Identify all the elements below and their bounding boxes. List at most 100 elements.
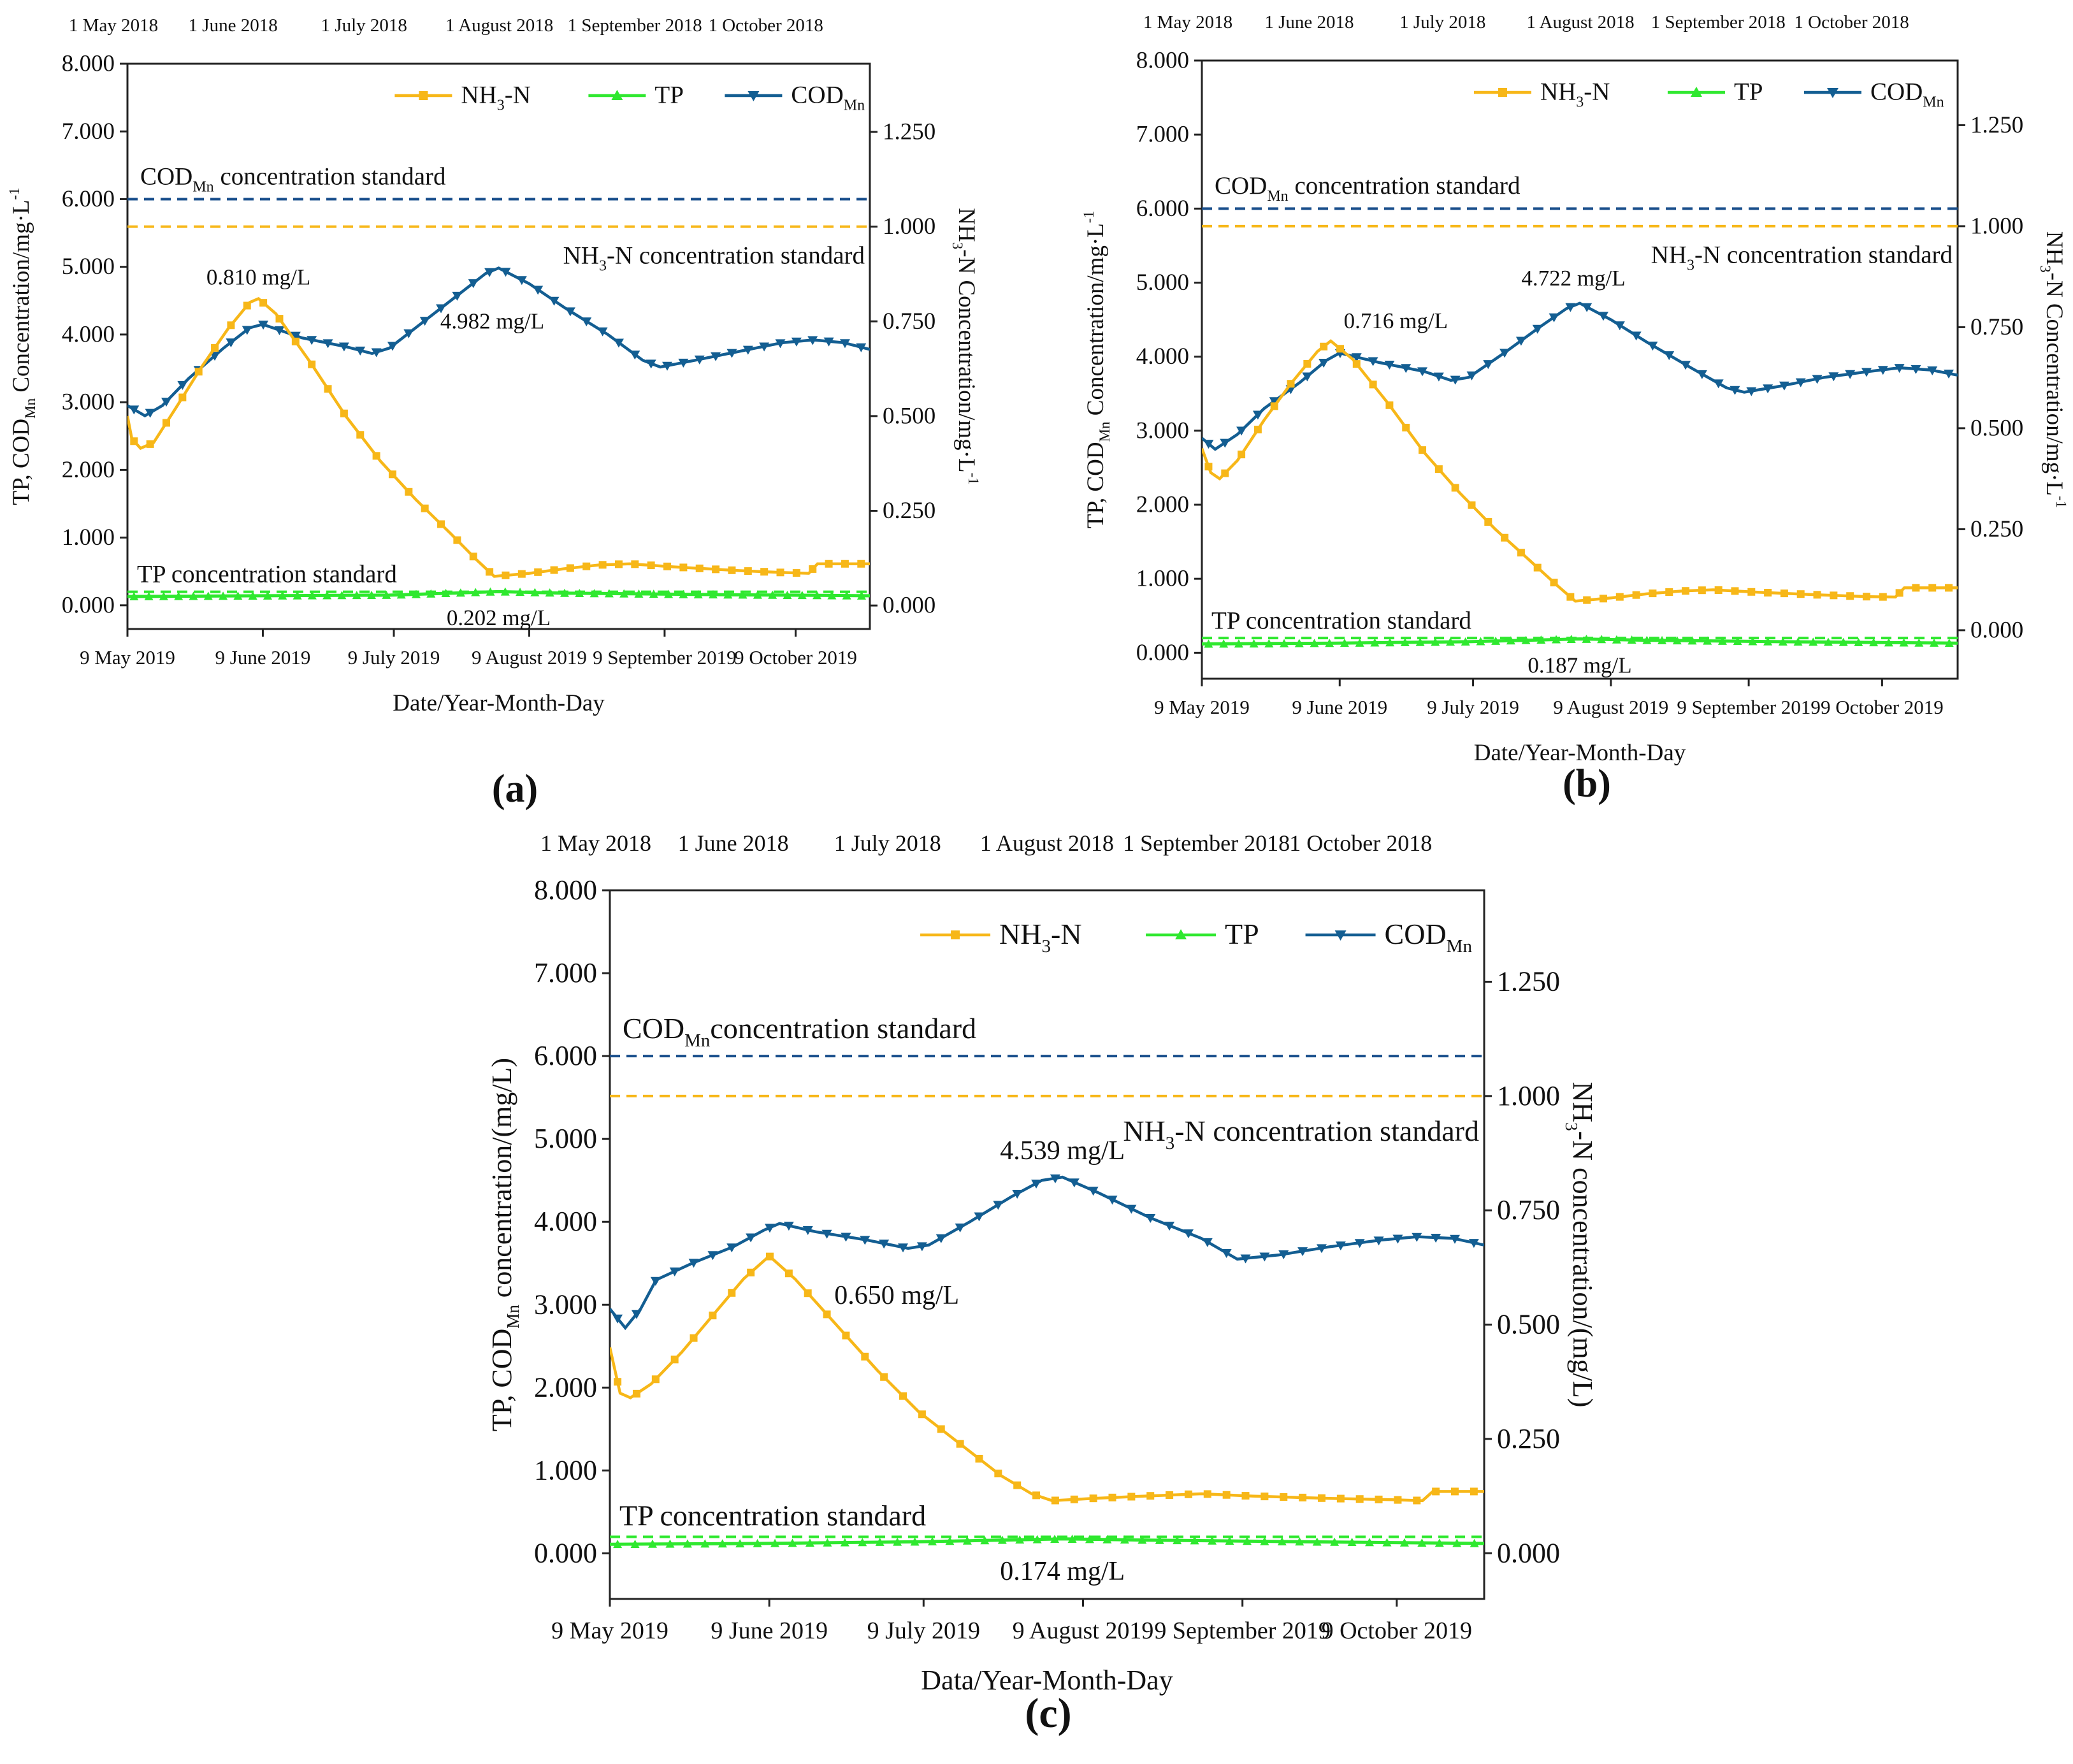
codmn-marker	[1145, 1214, 1156, 1224]
nh3n-standard-label: NH3-N concentration standard	[563, 242, 865, 274]
nh3n-marker	[1108, 1493, 1116, 1501]
tp-marker	[1312, 1537, 1322, 1546]
right-tick-label: 0.750	[1497, 1194, 1560, 1225]
nh3n-marker	[1303, 359, 1311, 368]
tp-marker	[1854, 637, 1863, 646]
nh3n-marker	[784, 1269, 793, 1278]
nh3n-marker	[486, 568, 494, 576]
legend-label-tp: TP	[654, 82, 684, 109]
codmn-marker	[1582, 303, 1593, 312]
nh3n-marker	[211, 343, 219, 352]
nh3n-marker	[146, 440, 154, 448]
tp-marker	[619, 589, 629, 598]
codmn-marker	[1549, 313, 1559, 322]
codmn-marker	[613, 338, 624, 348]
nh3n-marker	[1299, 1493, 1307, 1501]
series-line-codmn	[1202, 301, 1958, 451]
right-tick-label: 1.000	[883, 213, 935, 240]
bottom-tick-label: 9 May 2019	[551, 1617, 668, 1644]
codmn-marker	[274, 326, 285, 335]
codmn-marker	[355, 346, 366, 356]
nh3n-marker	[1550, 579, 1558, 587]
nh3n-marker	[517, 570, 526, 578]
nh3n-marker	[598, 561, 607, 569]
right-y-axis-title: NH3-N concentration/(mg/L)	[1562, 1082, 1598, 1408]
nh3n-marker	[502, 571, 510, 579]
tp-marker	[1225, 1536, 1234, 1545]
nh3n-marker	[632, 1389, 640, 1398]
tp-marker	[367, 591, 377, 600]
tp-marker	[1434, 1538, 1444, 1547]
tp-standard-label: TP concentration standard	[619, 1499, 926, 1531]
nh3n-marker	[534, 568, 542, 576]
codmn-marker	[1368, 357, 1378, 366]
codmn-marker	[1746, 387, 1757, 396]
legend-marker-nh3n	[951, 930, 960, 939]
x-axis-title: Date/Year-Month-Day	[393, 690, 605, 716]
right-tick-label: 0.000	[1970, 617, 2023, 643]
codmn-marker	[1449, 1234, 1460, 1244]
bottom-tick-label: 9 July 2019	[867, 1617, 980, 1644]
right-tick-label: 0.500	[1497, 1309, 1560, 1340]
tp-marker	[1032, 1535, 1042, 1544]
codmn-marker	[791, 337, 802, 347]
codmn-marker	[403, 329, 414, 338]
codmn-marker	[1297, 1247, 1308, 1257]
codmn-marker	[841, 1233, 851, 1242]
tp-marker	[842, 591, 851, 600]
bottom-tick-label: 9 September 2019	[1154, 1617, 1331, 1644]
annotation-tp: 0.174 mg/L	[1000, 1557, 1125, 1586]
codmn-marker	[1278, 1250, 1289, 1259]
codmn-marker	[1779, 381, 1789, 391]
codmn-marker	[1927, 366, 1938, 375]
tp-marker	[928, 1536, 937, 1545]
tp-marker	[129, 591, 139, 600]
left-tick-label: 2.000	[1136, 492, 1189, 518]
bottom-tick-label: 9 July 2019	[348, 646, 440, 669]
codmn-marker	[707, 1251, 718, 1261]
tp-marker	[530, 588, 540, 596]
series-line-tp	[1202, 637, 1958, 646]
tp-marker	[1280, 639, 1289, 647]
tp-marker	[1155, 1535, 1164, 1544]
tp-marker	[486, 587, 495, 596]
codmn-marker	[1069, 1178, 1080, 1188]
bottom-tick-label: 9 September 2019	[1677, 696, 1821, 718]
nh3n-marker	[651, 1375, 660, 1384]
top-tick-label: 1 October 2018	[1794, 12, 1909, 33]
top-tick-label: 1 October 2018	[1289, 830, 1432, 856]
tp-marker	[708, 590, 718, 599]
codmn-marker	[1318, 358, 1329, 368]
series-line-nh3n	[610, 1254, 1484, 1503]
nh3n-marker	[1222, 1491, 1231, 1499]
tp-marker	[1295, 1537, 1304, 1546]
tp-marker	[1536, 635, 1546, 644]
tp-marker	[1748, 637, 1758, 646]
tp-marker	[856, 591, 866, 600]
codmn-standard-label: CODMn concentration standard	[1215, 172, 1520, 205]
nh3n-marker	[1945, 584, 1953, 592]
codmn-marker	[322, 339, 333, 349]
tp-marker	[1506, 636, 1515, 645]
left-tick-label: 2.000	[534, 1371, 597, 1403]
tp-marker	[189, 591, 198, 600]
series-line-nh3n	[127, 296, 870, 578]
legend: NH3-N TP CODMn	[920, 918, 1472, 957]
tp-marker	[1294, 639, 1304, 647]
nh3n-marker	[695, 564, 704, 572]
legend-marker-tp	[611, 90, 623, 100]
left-tick-label: 2.000	[62, 457, 115, 483]
right-tick-label: 0.000	[1497, 1537, 1560, 1568]
series-line-tp	[610, 1537, 1484, 1546]
tp-marker	[1310, 639, 1319, 647]
codmn-marker	[802, 1226, 813, 1236]
nh3n-marker	[1419, 446, 1427, 454]
nh3n-marker	[1484, 518, 1492, 526]
tp-marker	[1491, 636, 1501, 645]
nh3n-marker	[744, 567, 752, 575]
right-y-axis-title: NH3-N Concentration/mg·L-1	[2037, 231, 2069, 509]
nh3n-marker	[1352, 360, 1361, 368]
tp-marker	[827, 591, 837, 600]
nh3n-marker	[243, 301, 251, 310]
panel-label: (a)	[492, 767, 538, 811]
